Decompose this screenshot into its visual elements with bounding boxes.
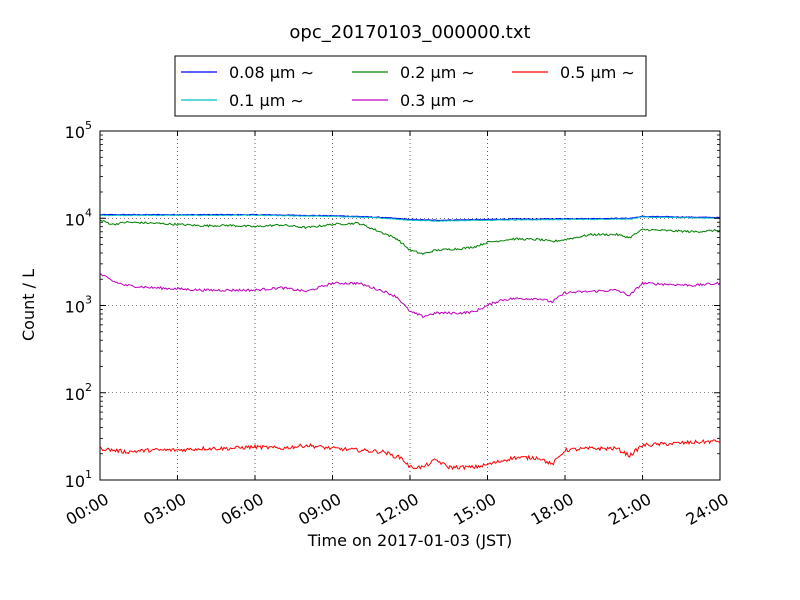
legend-label-3: 0.3 μm ∼ xyxy=(400,91,475,110)
legend-box xyxy=(174,55,647,117)
legend: 0.08 μm ∼ 0.1 μm ∼ 0.2 μm ∼ 0.3 μm ∼ 0.5 μm … xyxy=(174,55,647,117)
legend-label-0: 0.08 μm ∼ xyxy=(229,63,314,82)
series-line-3 xyxy=(99,273,721,319)
legend-label-2: 0.2 μm ∼ xyxy=(400,63,475,82)
legend-label-4: 0.5 μm ∼ xyxy=(560,63,635,82)
series-group xyxy=(99,213,721,471)
series-line-4 xyxy=(99,438,721,471)
series-line-1 xyxy=(99,214,721,222)
x-axis-label: Time on 2017-01-03 (JST) xyxy=(307,531,512,550)
legend-label-1: 0.1 μm ∼ xyxy=(229,91,304,110)
series-line-2 xyxy=(99,219,721,255)
chart-title: opc_20170103_000000.txt xyxy=(289,22,530,43)
y-axis-label: Count / L xyxy=(19,269,38,341)
